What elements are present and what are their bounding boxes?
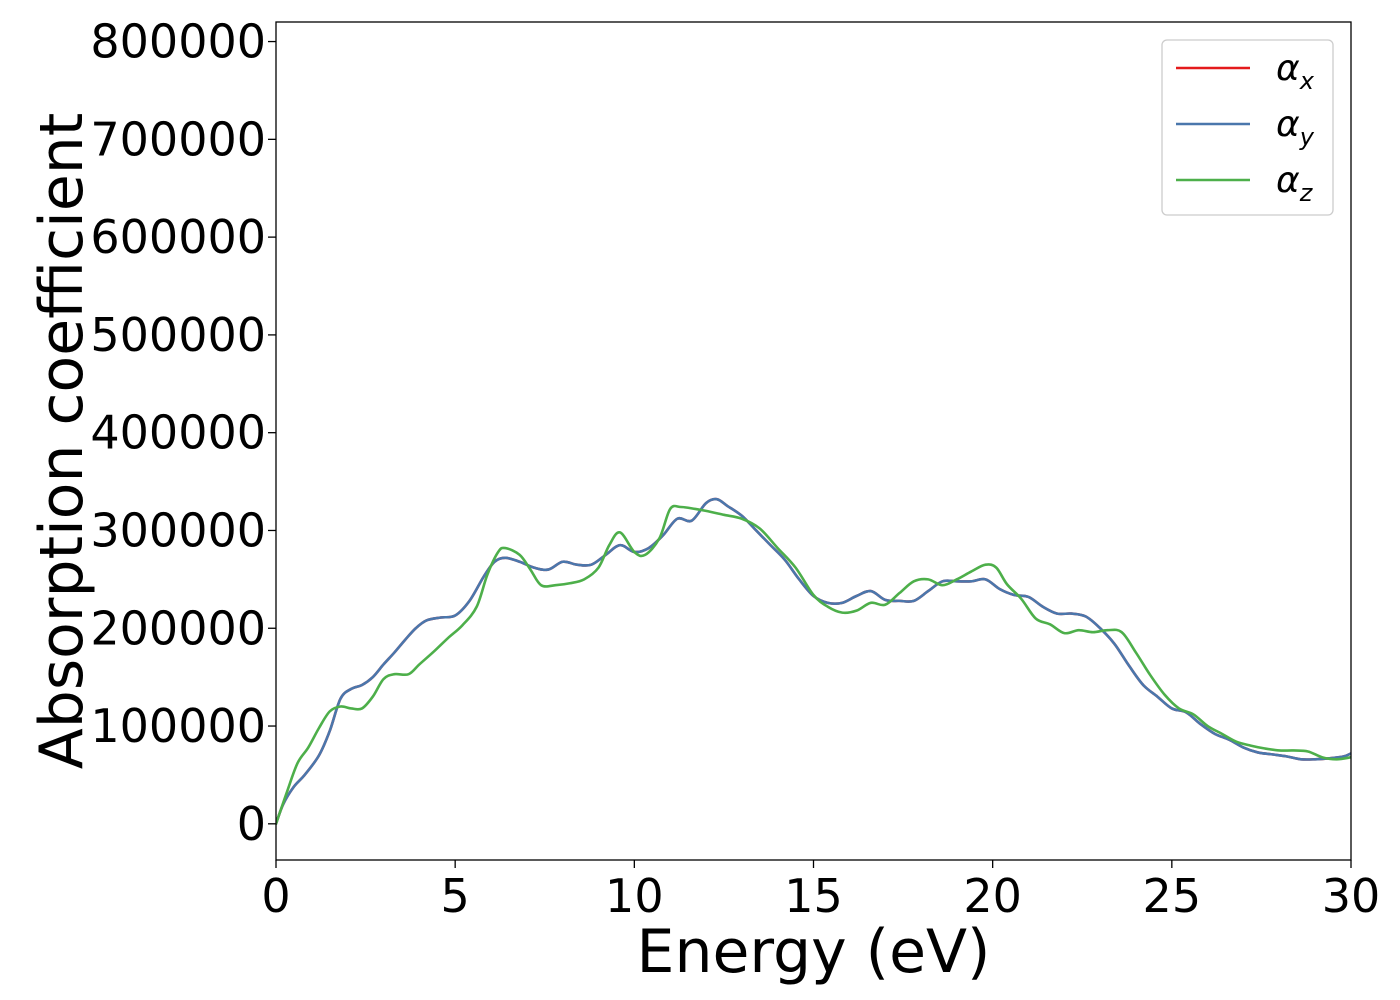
x-tick-label: 15 (784, 869, 843, 923)
x-tick-label: 30 (1322, 869, 1381, 923)
series-line-alpha-y (276, 497, 1351, 826)
ticks-group: 0 5 10 15 20 25 30 0 100000 200000 300000 400000 500… (90, 15, 1380, 923)
x-tick-label: 10 (605, 869, 664, 923)
y-tick-label: 100000 (90, 699, 266, 753)
series-group (276, 497, 1351, 826)
y-tick-label: 500000 (90, 308, 266, 362)
x-tick-label: 0 (261, 869, 290, 923)
x-tick-label: 5 (441, 869, 470, 923)
legend-label-alpha-y: αy (1276, 104, 1315, 151)
x-axis-label: Energy (eV) (637, 917, 991, 987)
y-tick-label: 700000 (90, 112, 266, 166)
x-tick-label: 25 (1143, 869, 1202, 923)
legend: αx αy αz (1161, 39, 1334, 216)
y-tick-label: 400000 (90, 406, 266, 460)
y-tick-label: 800000 (90, 15, 266, 69)
legend-box (1161, 39, 1334, 216)
legend-label-alpha-z: αz (1276, 160, 1314, 207)
legend-label-alpha-x: αx (1276, 48, 1315, 95)
y-tick-label: 600000 (90, 210, 266, 264)
y-tick-label: 200000 (90, 601, 266, 655)
y-tick-label: 300000 (90, 503, 266, 557)
x-tick-label: 20 (963, 869, 1022, 923)
y-axis-label: Absorption coefficient (27, 113, 97, 770)
series-line-alpha-z (276, 504, 1351, 826)
y-tick-label: 0 (237, 797, 266, 851)
